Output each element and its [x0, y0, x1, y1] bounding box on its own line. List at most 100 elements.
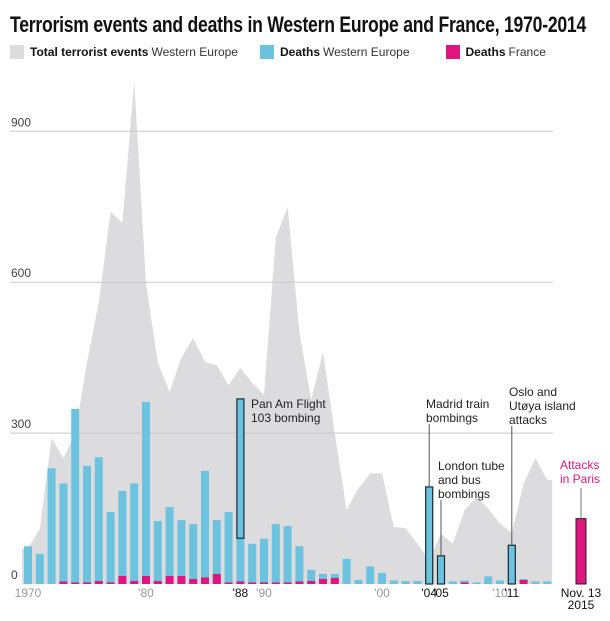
legend: Total terrorist events Western Europe De…	[10, 45, 568, 59]
bar-deaths-we-1973	[59, 483, 68, 584]
bar-deaths-we-1984	[189, 524, 198, 584]
bar-deaths-fr-1982	[165, 575, 174, 584]
bar-deaths-we-2003	[413, 580, 422, 584]
bar-deaths-we-1994	[307, 569, 316, 584]
bar-deaths-we-2002	[401, 580, 410, 584]
bar-deaths-we-1998	[354, 579, 363, 584]
bar-deaths-we-1977	[106, 512, 115, 584]
bar-deaths-we-1978	[118, 490, 127, 584]
annotation-text: Madrid train	[426, 397, 489, 411]
bar-deaths-fr-2012	[519, 579, 528, 584]
bar-deaths-fr-1986	[212, 573, 221, 584]
bar-deaths-we-1975	[83, 465, 91, 584]
bar-deaths-we-2011	[507, 545, 516, 584]
bar-deaths-we-2004	[425, 486, 434, 584]
bar-deaths-fr-1978	[118, 575, 127, 584]
annotation-text: Pan Am Flight	[251, 397, 326, 411]
annotation-text: Utøya island	[509, 399, 576, 413]
annotation-paris-text: Attacks	[560, 458, 599, 472]
x-tick-label: '04	[421, 586, 437, 600]
bar-deaths-fr-1975	[83, 582, 91, 584]
legend-label: Western Europe	[323, 45, 410, 59]
bar-deaths-we-1979	[130, 483, 139, 584]
bar-deaths-we-2000	[378, 572, 386, 584]
x-tick-label: '11	[504, 586, 519, 600]
legend-label-bold: Deaths	[465, 45, 506, 59]
annotation-text: attacks	[509, 413, 547, 427]
bar-deaths-we-2008	[472, 582, 481, 584]
annotation-text: bombings	[426, 411, 478, 425]
bar-deaths-we-1999	[366, 566, 375, 584]
x-tick-label: '88	[233, 586, 249, 600]
legend-swatch-deaths-fr	[445, 45, 460, 59]
legend-label: France	[508, 45, 546, 59]
x-tick-label: '80	[138, 586, 154, 600]
paris-date-label: Nov. 13	[561, 586, 602, 600]
bar-deaths-fr-1995	[319, 578, 327, 584]
bar-deaths-fr-1977	[106, 582, 115, 584]
bar-deaths-we-1997	[342, 558, 351, 584]
x-tick-label: '10	[492, 586, 508, 600]
bar-deaths-fr-1990	[260, 582, 268, 584]
annotation-text: bombings	[438, 487, 490, 501]
bar-deaths-we-2007	[460, 580, 469, 584]
bar-deaths-we-1982	[165, 507, 174, 584]
bar-deaths-we-1980	[142, 401, 150, 584]
bar-deaths-fr-1991	[271, 582, 280, 584]
bar-deaths-we-1991	[271, 524, 280, 584]
bar-deaths-we-1987	[224, 512, 233, 584]
bar-deaths-fr-1992	[283, 582, 292, 584]
legend-item-events: Total terrorist events Western Europe	[10, 45, 238, 59]
bar-deaths-fr-1988	[236, 581, 245, 584]
bar-deaths-fr-1981	[153, 580, 162, 584]
bar-deaths-we-1972	[47, 468, 56, 584]
bar-deaths-fr-1993	[295, 581, 304, 584]
bar-deaths-we-1993	[295, 546, 304, 584]
bar-deaths-we-1985	[201, 470, 209, 584]
events-area	[22, 81, 553, 584]
bar-deaths-fr-1976	[94, 580, 103, 584]
bar-deaths-we-1976	[94, 457, 103, 584]
y-tick-label: 600	[11, 266, 31, 280]
legend-label: Western Europe	[151, 45, 238, 59]
annotation-text: Oslo and	[509, 385, 557, 399]
bar-deaths-we-1990	[260, 538, 268, 584]
bar-deaths-fr-1994	[307, 580, 316, 584]
bar-deaths-we-1983	[177, 520, 186, 584]
x-tick-label: '90	[256, 586, 272, 600]
bar-deaths-fr-1983	[177, 575, 186, 584]
chart-title: Terrorism events and deaths in Western E…	[10, 12, 587, 37]
bar-deaths-fr-1987	[224, 582, 233, 584]
bar-deaths-we-1971	[35, 553, 44, 584]
bar-deaths-fr-1984	[189, 578, 198, 584]
legend-item-deaths-fr: Deaths France	[445, 45, 546, 59]
bar-deaths-fr-1974	[71, 582, 80, 584]
y-tick-label: 300	[11, 417, 31, 431]
bar-deaths-we-1992	[283, 526, 292, 584]
bar-deaths-fr-2007	[460, 582, 469, 584]
x-tick-label: 1970	[15, 586, 42, 600]
legend-label-bold: Total terrorist events	[30, 45, 149, 59]
legend-label-bold: Deaths	[279, 45, 320, 59]
y-tick-label: 0	[11, 568, 18, 582]
bar-deaths-we-1970	[24, 546, 32, 584]
bar-deaths-fr-1996	[330, 577, 339, 584]
bar-deaths-fr-1985	[201, 577, 209, 584]
bar-deaths-we-2009	[484, 576, 493, 584]
annotation-text: London tube	[438, 459, 505, 473]
bar-deaths-we-2014	[543, 581, 552, 584]
bar-paris-2015	[575, 518, 587, 585]
bar-deaths-we-1981	[153, 521, 162, 584]
legend-item-deaths-we: Deaths Western Europe	[259, 45, 410, 59]
bar-deaths-fr-1989	[248, 582, 257, 584]
bar-deaths-we-1989	[248, 543, 257, 584]
legend-swatch-deaths-we	[259, 45, 274, 59]
bar-deaths-fr-1980	[142, 575, 150, 584]
bar-deaths-fr-1973	[59, 581, 68, 584]
bar-deaths-we-1974	[71, 408, 80, 584]
bar-deaths-we-2010	[496, 580, 504, 584]
legend-swatch-events	[10, 45, 24, 59]
x-tick-label: '00	[374, 586, 390, 600]
